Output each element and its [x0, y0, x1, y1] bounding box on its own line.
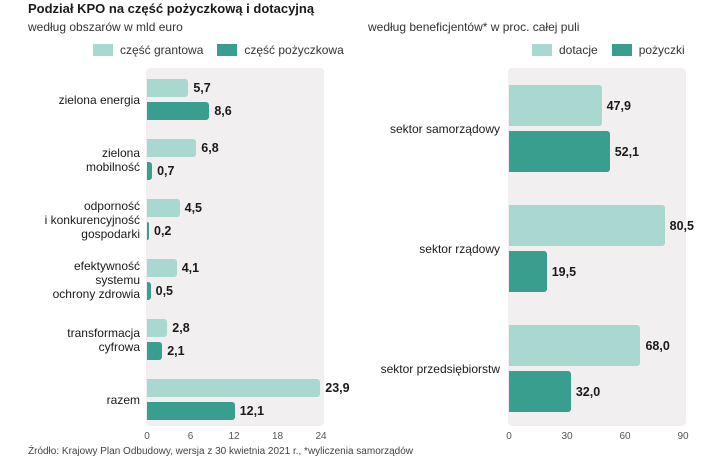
x-tick-label: 6 — [187, 431, 194, 442]
value-label: 6,8 — [201, 141, 219, 155]
bar-dark — [147, 102, 210, 120]
legend-swatch-grant — [93, 44, 113, 56]
category-label: transformacja cyfrowa — [67, 325, 140, 354]
category-label: zielona mobilność — [85, 145, 140, 174]
value-label: 80,5 — [669, 218, 694, 233]
bar-light — [147, 319, 168, 337]
chart-title: Podział KPO na część pożyczkową i dotacy… — [28, 1, 315, 16]
value-label: 0,2 — [154, 224, 172, 238]
bar-light — [147, 379, 321, 397]
source-note: Źródło: Krajowy Plan Odbudowy, wersja z … — [28, 446, 413, 457]
value-label: 5,7 — [193, 81, 211, 95]
value-label: 2,1 — [167, 344, 185, 358]
right-legend: dotacje pożyczki — [532, 43, 699, 57]
bar-light — [147, 139, 197, 157]
value-label: 4,1 — [181, 261, 200, 275]
category-label: odporność i konkurencyjność gospodarki — [44, 198, 140, 241]
legend-label-loans: pożyczki — [638, 43, 685, 57]
bar-light — [147, 199, 180, 217]
x-tick-label: 30 — [561, 431, 573, 442]
category-label: sektor rządowy — [419, 241, 500, 256]
legend-swatch-loan — [217, 44, 238, 56]
bar-dark — [509, 251, 547, 292]
category-label: efektywność systemu ochrony zdrowia — [52, 258, 140, 301]
value-label: 12,1 — [239, 404, 265, 418]
category-label: sektor przedsiębiorstw — [380, 361, 500, 376]
x-tick-label: 0 — [144, 431, 150, 442]
bar-dark — [147, 222, 149, 240]
x-tick-label: 60 — [619, 431, 631, 442]
bar-dark — [147, 402, 235, 420]
value-label: 19,5 — [551, 264, 577, 279]
value-label: 32,0 — [575, 384, 601, 399]
legend-item-loan: część pożyczkowa — [217, 43, 344, 57]
value-label: 0,7 — [157, 164, 175, 178]
value-label: 0,5 — [155, 284, 174, 298]
x-tick-label: 18 — [271, 431, 284, 442]
category-label: razem — [106, 392, 140, 407]
bar-dark — [509, 371, 571, 412]
legend-item-loans: pożyczki — [611, 43, 685, 57]
value-label: 23,9 — [325, 381, 350, 395]
bar-dark — [509, 131, 610, 172]
left-legend: część grantowa część pożyczkowa — [93, 43, 358, 57]
left-chart-subtitle: według obszarów w mld euro — [28, 20, 183, 34]
legend-label-grants: dotacje — [559, 43, 598, 57]
bar-light — [147, 79, 189, 97]
legend-swatch-loans — [611, 44, 632, 56]
category-label: sektor samorządowy — [389, 121, 500, 136]
value-label: 52,1 — [614, 144, 640, 159]
bar-light — [509, 85, 602, 126]
legend-swatch-grants — [532, 44, 552, 56]
value-label: 68,0 — [645, 338, 670, 353]
bar-light — [509, 325, 641, 366]
bar-light — [509, 205, 665, 246]
value-label: 8,6 — [214, 104, 232, 118]
bar-dark — [147, 162, 153, 180]
bar-dark — [147, 342, 163, 360]
value-label: 47,9 — [606, 98, 631, 113]
bar-light — [147, 259, 177, 277]
legend-item-grant: część grantowa — [93, 43, 203, 57]
x-tick-label: 90 — [677, 431, 689, 442]
x-tick-label: 12 — [228, 431, 240, 442]
x-tick-label: 0 — [506, 431, 512, 442]
legend-item-grants: dotacje — [532, 43, 598, 57]
right-plot-area — [508, 68, 686, 426]
legend-label-loan: część pożyczkowa — [244, 43, 344, 57]
bar-dark — [147, 282, 151, 300]
value-label: 2,8 — [172, 321, 190, 335]
legend-label-grant: część grantowa — [120, 43, 204, 57]
left-plot-area — [146, 68, 324, 426]
category-label: zielona energia — [58, 92, 140, 107]
value-label: 4,5 — [184, 201, 203, 215]
right-chart-subtitle: według beneficjentów* w proc. całej puli — [368, 20, 580, 34]
x-tick-label: 24 — [315, 431, 327, 442]
